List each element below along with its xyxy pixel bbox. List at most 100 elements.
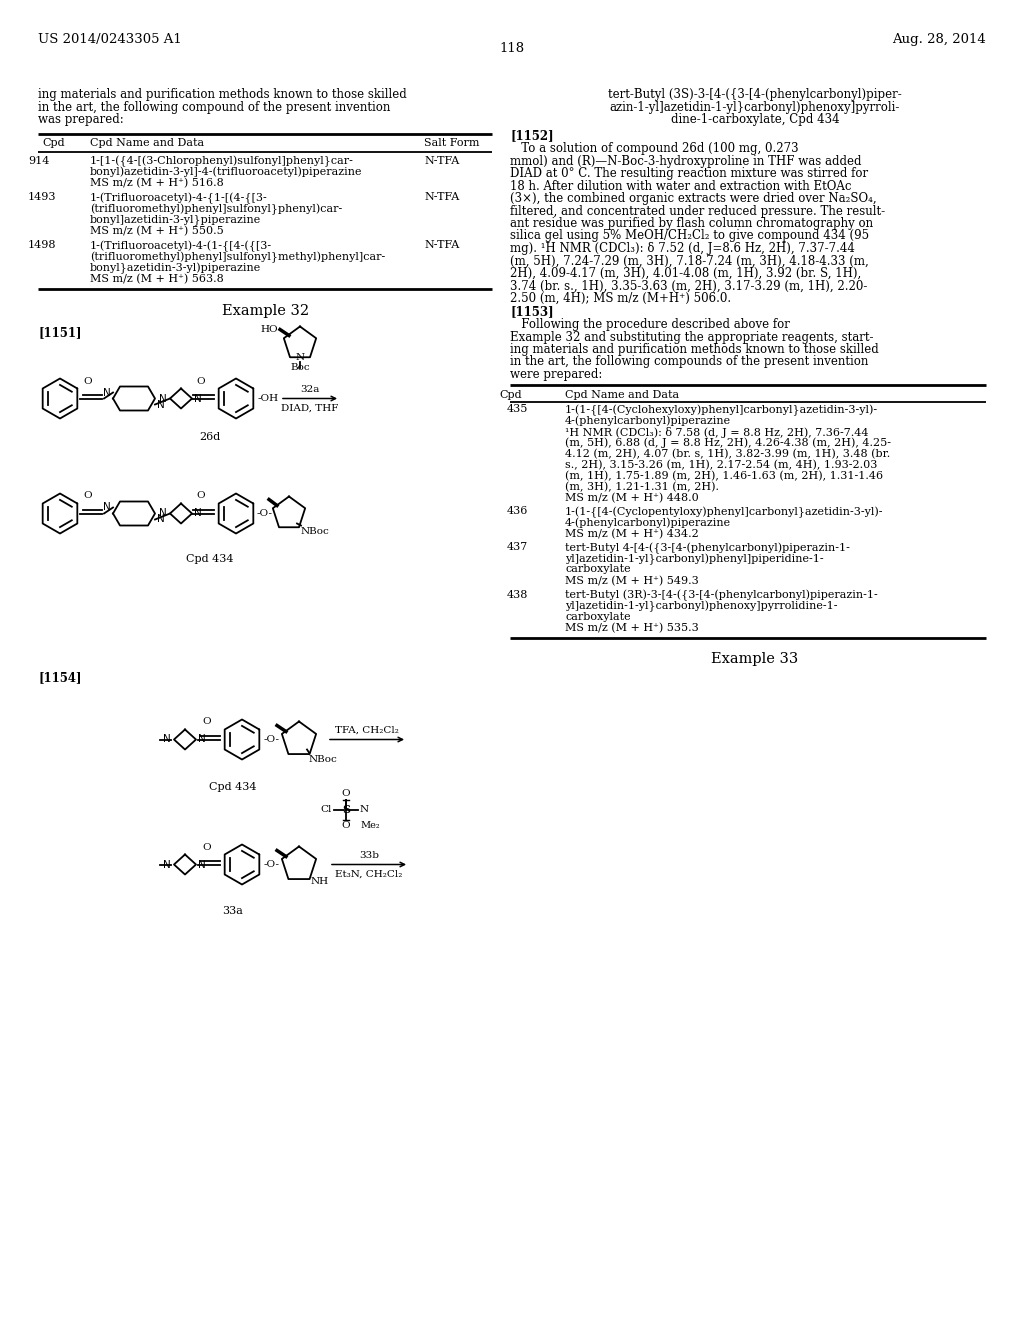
Text: Cl: Cl — [321, 805, 332, 814]
Text: MS m/z (M + H⁺) 535.3: MS m/z (M + H⁺) 535.3 — [565, 623, 698, 632]
Text: (trifluoromethyl)phenyl]sulfonyl}methyl)phenyl]car-: (trifluoromethyl)phenyl]sulfonyl}methyl)… — [90, 252, 385, 263]
Text: bonyl}azetidin-3-yl)piperazine: bonyl}azetidin-3-yl)piperazine — [90, 263, 261, 273]
Text: Et₃N, CH₂Cl₂: Et₃N, CH₂Cl₂ — [335, 870, 402, 879]
Text: Example 32 and substituting the appropriate reagents, start-: Example 32 and substituting the appropri… — [510, 330, 873, 343]
Text: N: N — [103, 503, 111, 512]
Text: in the art, the following compounds of the present invention: in the art, the following compounds of t… — [510, 355, 868, 368]
Text: yl]azetidin-1-yl}carbonyl)phenoxy]pyrrolidine-1-: yl]azetidin-1-yl}carbonyl)phenoxy]pyrrol… — [565, 601, 838, 612]
Text: tert-Butyl 4-[4-({3-[4-(phenylcarbonyl)piperazin-1-: tert-Butyl 4-[4-({3-[4-(phenylcarbonyl)p… — [565, 543, 850, 554]
Text: N: N — [360, 805, 369, 814]
Text: 1-(Trifluoroacetyl)-4-(1-{[4-({[3-: 1-(Trifluoroacetyl)-4-(1-{[4-({[3- — [90, 240, 272, 252]
Text: tert-Butyl (3S)-3-[4-({3-[4-(phenylcarbonyl)piper-: tert-Butyl (3S)-3-[4-({3-[4-(phenylcarbo… — [608, 88, 902, 102]
Text: MS m/z (M + H⁺) 563.8: MS m/z (M + H⁺) 563.8 — [90, 273, 224, 284]
Text: 4.12 (m, 2H), 4.07 (br. s, 1H), 3.82-3.99 (m, 1H), 3.48 (br.: 4.12 (m, 2H), 4.07 (br. s, 1H), 3.82-3.9… — [565, 449, 890, 459]
Text: TFA, CH₂Cl₂: TFA, CH₂Cl₂ — [335, 726, 399, 734]
Text: 1-(Trifluoroacetyl)-4-{1-[(4-{[3-: 1-(Trifluoroacetyl)-4-{1-[(4-{[3- — [90, 193, 267, 203]
Text: O: O — [342, 821, 350, 830]
Text: Cpd: Cpd — [500, 389, 522, 400]
Text: Cpd 434: Cpd 434 — [209, 781, 257, 792]
Text: Following the procedure described above for: Following the procedure described above … — [510, 318, 790, 331]
Text: Boc: Boc — [290, 363, 310, 371]
Text: N: N — [160, 393, 167, 404]
Text: (trifluoromethyl)phenyl]sulfonyl}phenyl)car-: (trifluoromethyl)phenyl]sulfonyl}phenyl)… — [90, 203, 342, 215]
Text: s., 2H), 3.15-3.26 (m, 1H), 2.17-2.54 (m, 4H), 1.93-2.03: s., 2H), 3.15-3.26 (m, 1H), 2.17-2.54 (m… — [565, 459, 878, 470]
Text: -OH: -OH — [258, 393, 280, 403]
Text: O: O — [203, 718, 211, 726]
Text: [1151]: [1151] — [38, 326, 82, 339]
Text: 1-(1-{[4-(Cyclohexyloxy)phenyl]carbonyl}azetidin-3-yl)-: 1-(1-{[4-(Cyclohexyloxy)phenyl]carbonyl}… — [565, 404, 879, 416]
Text: MS m/z (M + H⁺) 550.5: MS m/z (M + H⁺) 550.5 — [90, 226, 224, 236]
Text: 33b: 33b — [359, 850, 379, 859]
Text: ¹H NMR (CDCl₃): δ 7.58 (d, J = 8.8 Hz, 2H), 7.36-7.44: ¹H NMR (CDCl₃): δ 7.58 (d, J = 8.8 Hz, 2… — [565, 426, 868, 437]
Text: bonyl)azetidin-3-yl]-4-(trifluoroacetyl)piperazine: bonyl)azetidin-3-yl]-4-(trifluoroacetyl)… — [90, 166, 362, 177]
Text: ant residue was purified by flash column chromatography on: ant residue was purified by flash column… — [510, 216, 873, 230]
Text: Salt Form: Salt Form — [424, 139, 479, 149]
Text: O: O — [84, 491, 92, 500]
Text: 1-(1-{[4-(Cyclopentyloxy)phenyl]carbonyl}azetidin-3-yl)-: 1-(1-{[4-(Cyclopentyloxy)phenyl]carbonyl… — [565, 507, 884, 517]
Text: ing materials and purification methods known to those skilled: ing materials and purification methods k… — [38, 88, 407, 102]
Text: [1154]: [1154] — [38, 672, 82, 685]
Text: DIAD, THF: DIAD, THF — [282, 404, 339, 412]
Text: N: N — [194, 508, 202, 519]
Text: -O-: -O- — [264, 735, 280, 744]
Text: Aug. 28, 2014: Aug. 28, 2014 — [892, 33, 986, 46]
Text: azin-1-yl]azetidin-1-yl}carbonyl)phenoxy]pyrroli-: azin-1-yl]azetidin-1-yl}carbonyl)phenoxy… — [610, 100, 900, 114]
Text: in the art, the following compound of the present invention: in the art, the following compound of th… — [38, 100, 390, 114]
Text: 4-(phenylcarbonyl)piperazine: 4-(phenylcarbonyl)piperazine — [565, 517, 731, 528]
Text: N: N — [194, 393, 202, 404]
Text: N: N — [163, 859, 171, 870]
Text: N: N — [103, 388, 111, 397]
Text: yl]azetidin-1-yl}carbonyl)phenyl]piperidine-1-: yl]azetidin-1-yl}carbonyl)phenyl]piperid… — [565, 553, 823, 565]
Text: MS m/z (M + H⁺) 549.3: MS m/z (M + H⁺) 549.3 — [565, 576, 698, 586]
Text: 2H), 4.09-4.17 (m, 3H), 4.01-4.08 (m, 1H), 3.92 (br. S, 1H),: 2H), 4.09-4.17 (m, 3H), 4.01-4.08 (m, 1H… — [510, 267, 861, 280]
Text: filtered, and concentrated under reduced pressure. The result-: filtered, and concentrated under reduced… — [510, 205, 885, 218]
Text: ing materials and purification methods known to those skilled: ing materials and purification methods k… — [510, 343, 879, 356]
Text: To a solution of compound 26d (100 mg, 0.273: To a solution of compound 26d (100 mg, 0… — [510, 143, 799, 154]
Text: NBoc: NBoc — [301, 528, 330, 536]
Text: O: O — [203, 842, 211, 851]
Text: HO: HO — [260, 325, 278, 334]
Text: tert-Butyl (3R)-3-[4-({3-[4-(phenylcarbonyl)piperazin-1-: tert-Butyl (3R)-3-[4-({3-[4-(phenylcarbo… — [565, 590, 878, 601]
Text: 437: 437 — [507, 543, 528, 553]
Text: MS m/z (M + H⁺) 448.0: MS m/z (M + H⁺) 448.0 — [565, 492, 698, 503]
Text: N-TFA: N-TFA — [424, 193, 459, 202]
Text: N: N — [296, 352, 304, 362]
Text: 18 h. After dilution with water and extraction with EtOAc: 18 h. After dilution with water and extr… — [510, 180, 852, 193]
Text: Cpd: Cpd — [42, 139, 65, 149]
Text: Cpd Name and Data: Cpd Name and Data — [90, 139, 204, 149]
Text: MS m/z (M + H⁺) 434.2: MS m/z (M + H⁺) 434.2 — [565, 528, 698, 539]
Text: 436: 436 — [507, 507, 528, 516]
Text: mg). ¹H NMR (CDCl₃): δ 7.52 (d, J=8.6 Hz, 2H), 7.37-7.44: mg). ¹H NMR (CDCl₃): δ 7.52 (d, J=8.6 Hz… — [510, 242, 855, 255]
Text: Cpd 434: Cpd 434 — [186, 553, 233, 564]
Text: silica gel using 5% MeOH/CH₂Cl₂ to give compound 434 (95: silica gel using 5% MeOH/CH₂Cl₂ to give … — [510, 230, 869, 243]
Text: (3×), the combined organic extracts were dried over Na₂SO₄,: (3×), the combined organic extracts were… — [510, 191, 877, 205]
Text: 3.74 (br. s., 1H), 3.35-3.63 (m, 2H), 3.17-3.29 (m, 1H), 2.20-: 3.74 (br. s., 1H), 3.35-3.63 (m, 2H), 3.… — [510, 280, 867, 293]
Text: bonyl]azetidin-3-yl}piperazine: bonyl]azetidin-3-yl}piperazine — [90, 214, 261, 226]
Text: S: S — [342, 804, 350, 814]
Text: 1498: 1498 — [28, 240, 56, 251]
Text: 2.50 (m, 4H); MS m/z (M+H⁺) 506.0.: 2.50 (m, 4H); MS m/z (M+H⁺) 506.0. — [510, 292, 731, 305]
Text: 1493: 1493 — [28, 193, 56, 202]
Text: N: N — [157, 515, 165, 524]
Text: NH: NH — [311, 876, 329, 886]
Text: 1-[1-({4-[(3-Chlorophenyl)sulfonyl]phenyl}car-: 1-[1-({4-[(3-Chlorophenyl)sulfonyl]pheny… — [90, 156, 354, 166]
Text: (m, 5H), 6.88 (d, J = 8.8 Hz, 2H), 4.26-4.38 (m, 2H), 4.25-: (m, 5H), 6.88 (d, J = 8.8 Hz, 2H), 4.26-… — [565, 437, 891, 447]
Text: DIAD at 0° C. The resulting reaction mixture was stirred for: DIAD at 0° C. The resulting reaction mix… — [510, 168, 868, 180]
Text: [1153]: [1153] — [510, 305, 554, 318]
Text: Cpd Name and Data: Cpd Name and Data — [565, 389, 679, 400]
Text: 32a: 32a — [300, 384, 319, 393]
Text: N: N — [163, 734, 171, 744]
Text: O: O — [84, 376, 92, 385]
Text: 435: 435 — [507, 404, 528, 414]
Text: 33a: 33a — [222, 907, 244, 916]
Text: N: N — [157, 400, 165, 409]
Text: N-TFA: N-TFA — [424, 240, 459, 251]
Text: -O-: -O- — [257, 510, 273, 517]
Text: (m, 5H), 7.24-7.29 (m, 3H), 7.18-7.24 (m, 3H), 4.18-4.33 (m,: (m, 5H), 7.24-7.29 (m, 3H), 7.18-7.24 (m… — [510, 255, 868, 268]
Text: were prepared:: were prepared: — [510, 368, 602, 381]
Text: MS m/z (M + H⁺) 516.8: MS m/z (M + H⁺) 516.8 — [90, 177, 224, 187]
Text: mmol) and (R)—N-Boc-3-hydroxyproline in THF was added: mmol) and (R)—N-Boc-3-hydroxyproline in … — [510, 154, 861, 168]
Text: [1152]: [1152] — [510, 129, 554, 143]
Text: N: N — [198, 859, 206, 870]
Text: Me₂: Me₂ — [360, 821, 380, 830]
